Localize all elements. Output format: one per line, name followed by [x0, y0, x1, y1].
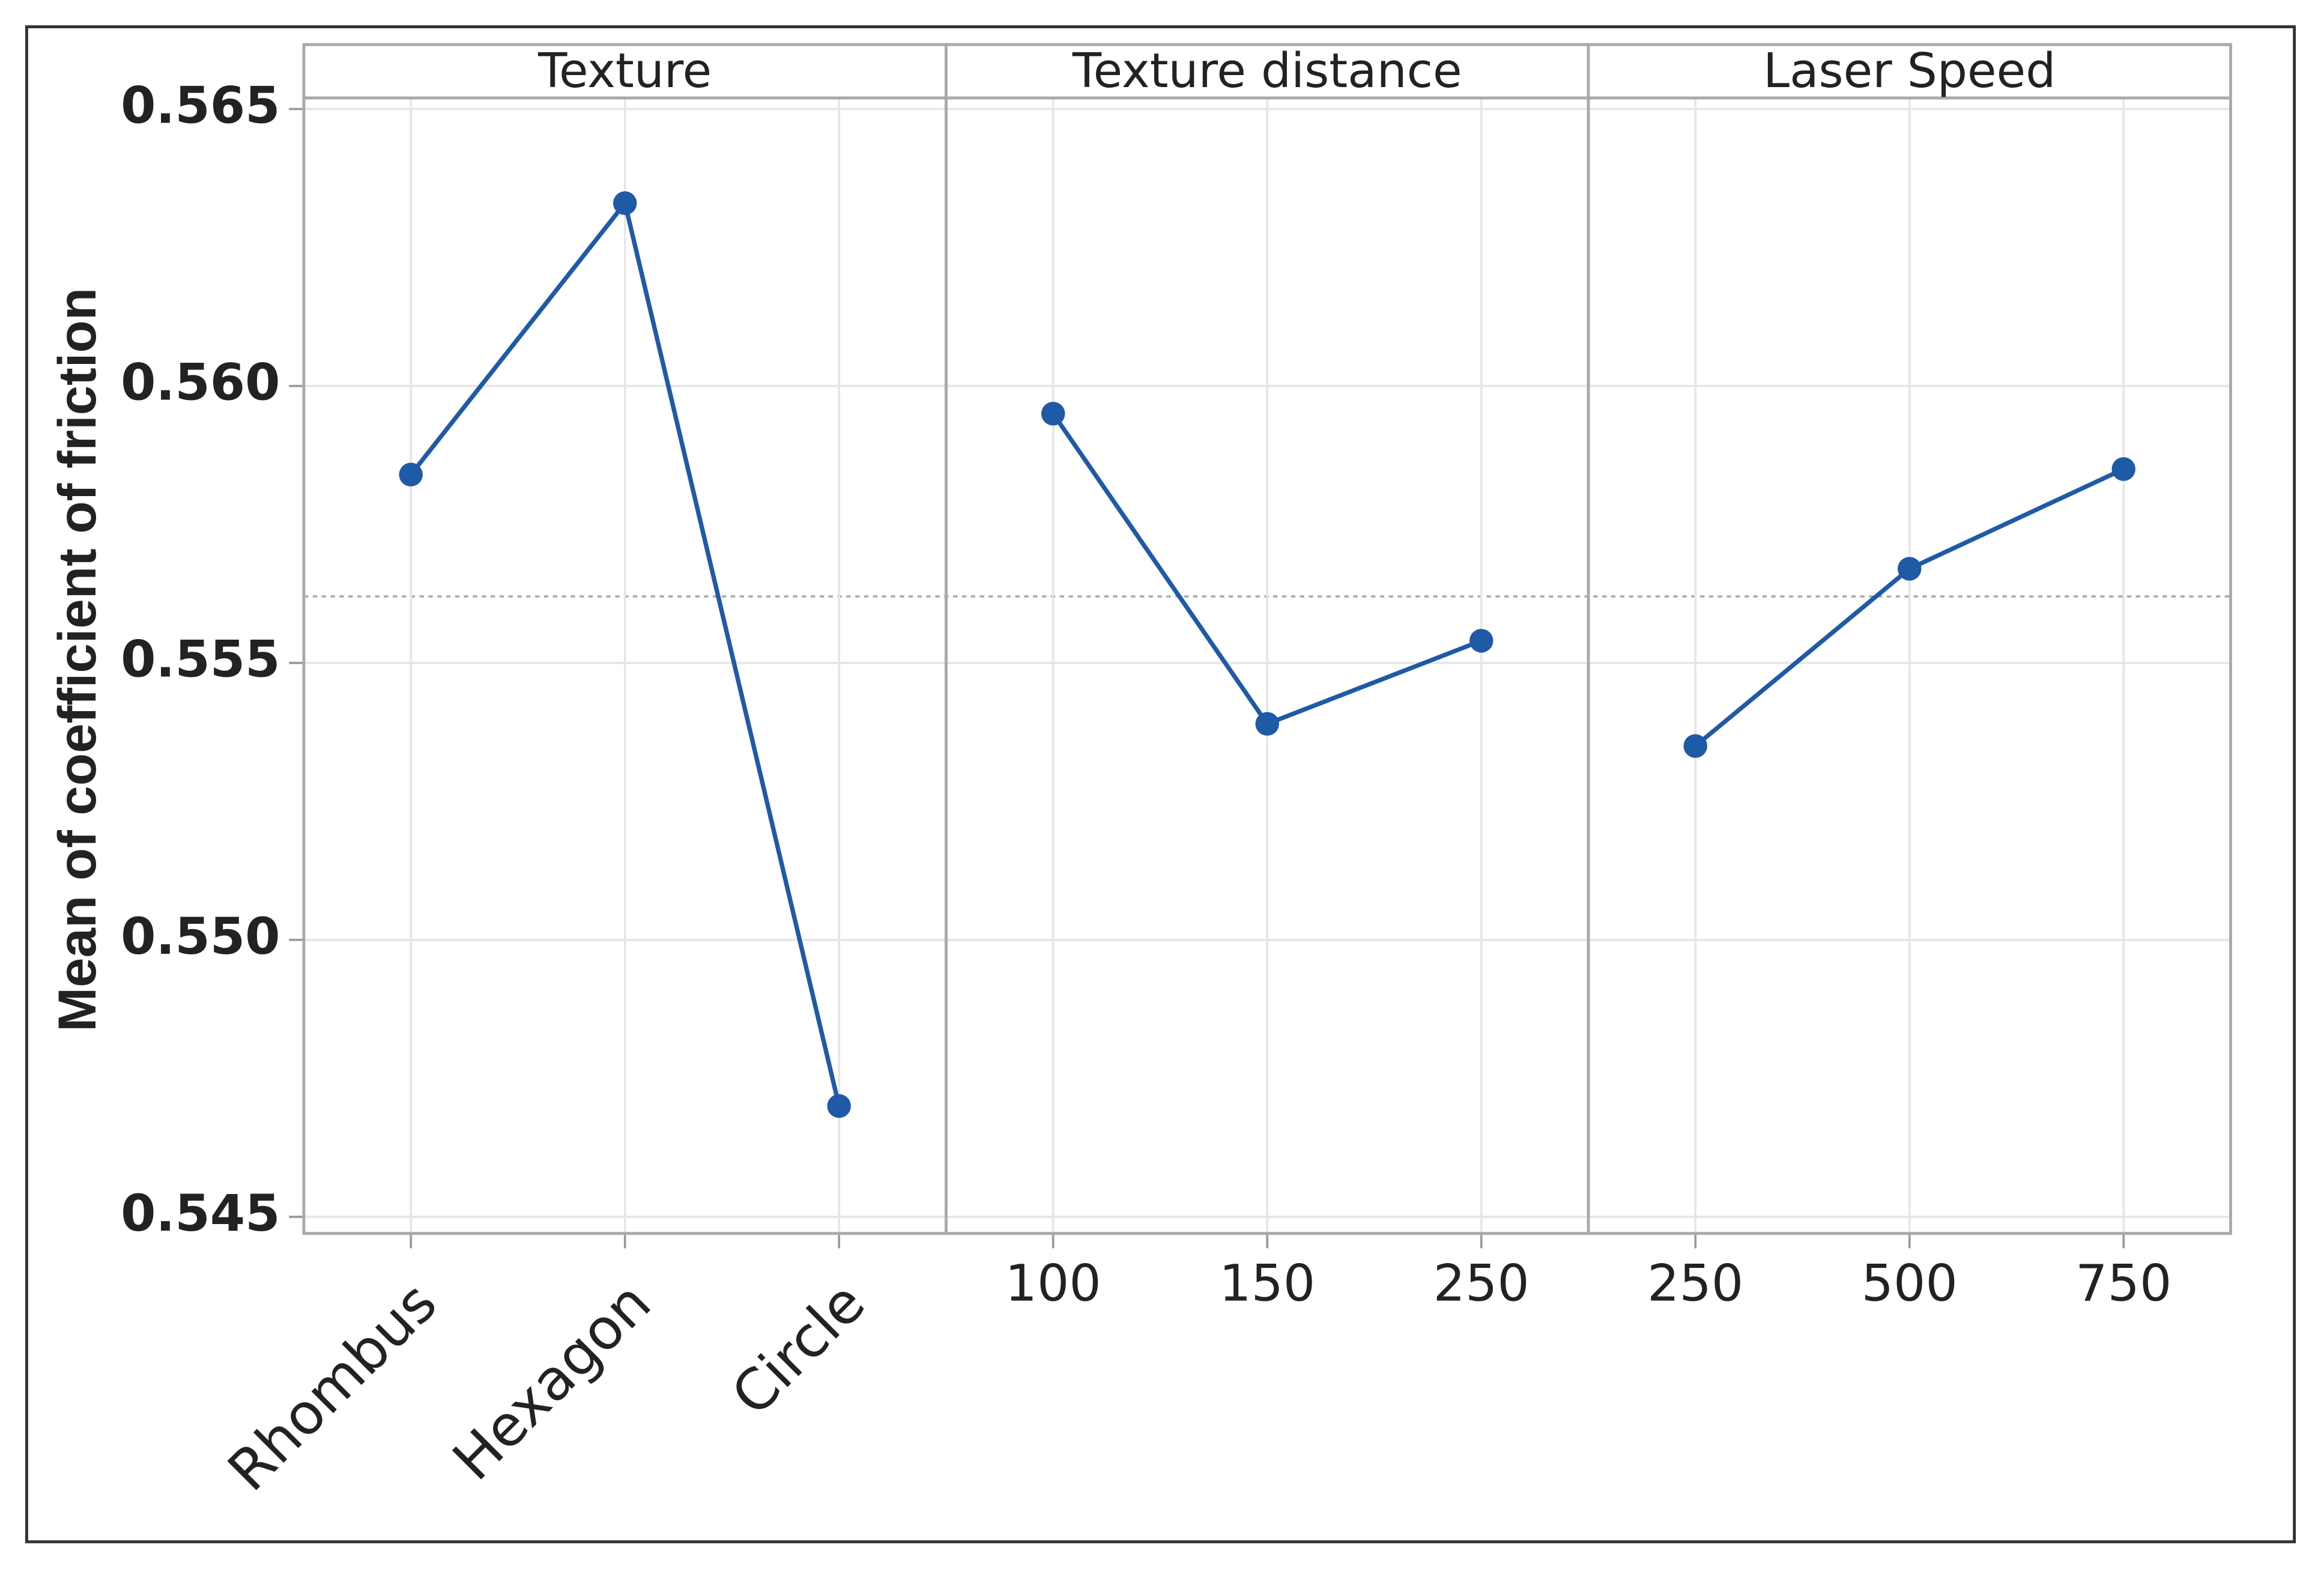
- panel-title: Texture distance: [1072, 43, 1462, 99]
- y-tick-label: 0.555: [121, 630, 280, 689]
- data-point: [1041, 401, 1065, 426]
- x-tick-label: Hexagon: [441, 1270, 664, 1493]
- x-tick-label: 750: [2075, 1253, 2171, 1312]
- x-tick-label: Rhombus: [216, 1270, 449, 1504]
- data-point: [613, 191, 637, 216]
- panel-strip: [945, 43, 1590, 100]
- x-tick-label: 500: [1862, 1253, 1958, 1312]
- frame: [25, 25, 2296, 1544]
- y-tick-label: 0.560: [121, 353, 280, 412]
- x-tick-label: 250: [1433, 1253, 1530, 1312]
- x-tick-label: Circle: [719, 1270, 877, 1428]
- data-point: [2111, 457, 2136, 481]
- x-tick-label: 250: [1647, 1253, 1743, 1312]
- x-tick-label: 100: [1005, 1253, 1101, 1312]
- panel-strip: [1587, 43, 2232, 100]
- data-point: [1255, 712, 1279, 736]
- x-tick-label: 150: [1219, 1253, 1315, 1312]
- data-point: [1683, 734, 1707, 758]
- data-point: [1898, 557, 1922, 581]
- y-tick-label: 0.565: [121, 76, 280, 135]
- data-point: [827, 1094, 851, 1118]
- y-tick-label: 0.550: [121, 907, 280, 966]
- y-tick-label: 0.545: [121, 1184, 280, 1243]
- y-axis-label: Mean of coefficient of friction: [47, 288, 107, 1032]
- data-point: [399, 462, 423, 486]
- panel-title: Texture: [537, 43, 712, 99]
- data-point: [1469, 629, 1493, 653]
- panel-title: Laser Speed: [1763, 43, 2056, 99]
